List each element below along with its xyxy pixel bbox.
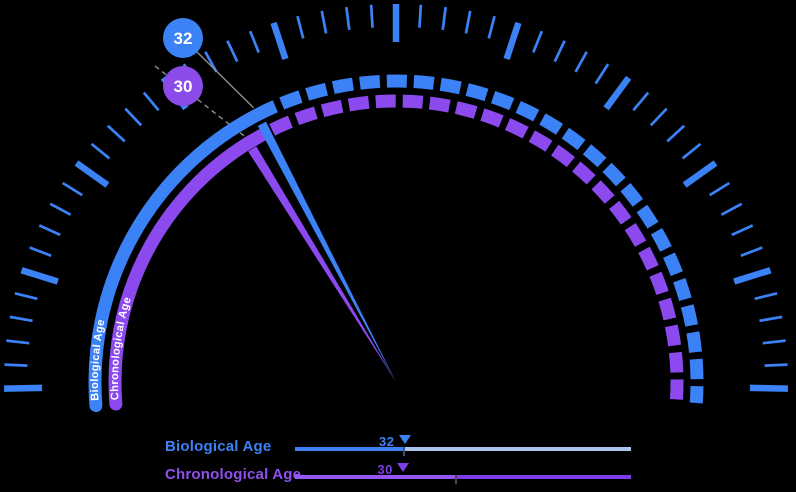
badge-circle — [163, 66, 203, 106]
line-rest-segment — [404, 447, 631, 451]
line-tick — [454, 475, 457, 484]
chronological-age-badge: 30 — [163, 66, 203, 106]
legend-row-biological-age: Biological Age 32 — [0, 434, 796, 464]
gauge-tick-minor — [553, 40, 566, 63]
gauge-tick-major — [682, 160, 718, 188]
gauge-tick-major — [503, 21, 522, 61]
chronological-age-needle — [248, 146, 396, 382]
gauge-tick-minor — [649, 107, 668, 127]
biological-age-arc-label: Biological Age — [89, 318, 107, 401]
gauge-tick-minor — [487, 15, 496, 39]
gauge-tick-minor — [740, 246, 763, 257]
chronological-age-marker[interactable] — [396, 463, 409, 472]
gauge-tick-minor — [248, 30, 260, 53]
badge-value: 32 — [174, 29, 193, 48]
gauge-tick-major — [733, 267, 772, 285]
gauge-tick-minor — [754, 292, 778, 301]
triangle-down-icon — [396, 463, 409, 472]
gauge-tick-minor — [666, 124, 686, 143]
chronological-age-legend-line: 30 — [295, 462, 631, 484]
gauge-needles — [248, 121, 396, 383]
gauge-tick-minor — [296, 15, 305, 39]
gauge-tick-minor — [720, 202, 743, 216]
gauge-tick-minor — [418, 4, 423, 28]
gauge-tick-major — [270, 21, 289, 61]
chronological-age-marker-value: 30 — [377, 462, 393, 477]
gauge-tick-major — [74, 160, 110, 188]
gauge-tick-minor — [441, 6, 448, 31]
gauge-tick-minor — [594, 63, 610, 85]
badge-32-connector-line — [195, 50, 255, 109]
chronological-age-arc-solid — [108, 136, 255, 411]
gauge-tick-major — [20, 267, 59, 285]
gauge-tick-minor — [6, 339, 30, 345]
gauge-tick-minor — [29, 246, 52, 257]
gauge-tick-minor — [574, 51, 588, 73]
biological-age-arc-solid — [88, 108, 264, 413]
gauge-tick-minor — [764, 363, 788, 367]
legend-row-chronological-age: Chronological Age 30 — [0, 462, 796, 492]
gauge-tick-minor — [14, 292, 38, 301]
line-filled-segment — [295, 475, 455, 479]
gauge-tick-minor — [4, 363, 28, 367]
gauge-tick-minor — [49, 202, 72, 216]
gauge-tick-major — [749, 384, 788, 392]
triangle-down-icon — [398, 435, 411, 444]
chronological-age-arc-dashed — [245, 94, 684, 403]
biological-age-legend-line: 32 — [295, 434, 631, 456]
gauge-tick-minor — [762, 339, 786, 345]
gauge-tick-minor — [344, 6, 351, 31]
biological-age-arc-dashed — [254, 74, 704, 404]
gauge-tick-minor — [709, 181, 731, 197]
gauge-canvas: Biological Age Chronological Age 32 30 — [4, 4, 788, 413]
line-filled-segment — [295, 447, 403, 451]
gauge-tick-minor — [464, 10, 472, 34]
biological-age-needle — [257, 121, 396, 383]
gauge-tick-minor — [142, 91, 160, 112]
gauge-tick-minor — [632, 91, 650, 112]
gauge-tick-minor — [38, 224, 61, 237]
gauge-tick-minor — [681, 142, 702, 160]
chronological-age-legend-label: Chronological Age — [165, 466, 302, 483]
gauge-tick-minor — [320, 10, 328, 34]
gauge-tick-minor — [9, 315, 33, 323]
line-rest-segment — [456, 475, 631, 479]
gauge-legend: Biological Age 32 Chronological Age — [0, 434, 796, 492]
biological-age-marker[interactable] — [398, 435, 411, 444]
tick-ring — [4, 4, 788, 392]
gauge-tick-minor — [124, 107, 143, 127]
gauge-tick-major — [603, 75, 632, 111]
badge-circle — [163, 18, 203, 58]
gauge-tick-minor — [731, 224, 754, 237]
biological-age-marker-value: 32 — [379, 434, 395, 449]
gauge-tick-minor — [61, 181, 83, 197]
gauge-tick-minor — [759, 315, 783, 323]
gauge-tick-minor — [532, 30, 544, 53]
gauge-tick-minor — [369, 4, 374, 28]
gauge-arcs — [88, 74, 704, 413]
gauge-tick-minor — [226, 40, 239, 63]
gauge-tick-major — [4, 384, 43, 392]
biological-age-badge: 32 — [163, 18, 203, 58]
gauge-tick-minor — [106, 124, 126, 143]
badge-value: 30 — [174, 77, 193, 96]
biological-age-legend-label: Biological Age — [165, 438, 272, 455]
line-tick — [402, 447, 405, 456]
gauge-tick-minor — [90, 142, 111, 160]
